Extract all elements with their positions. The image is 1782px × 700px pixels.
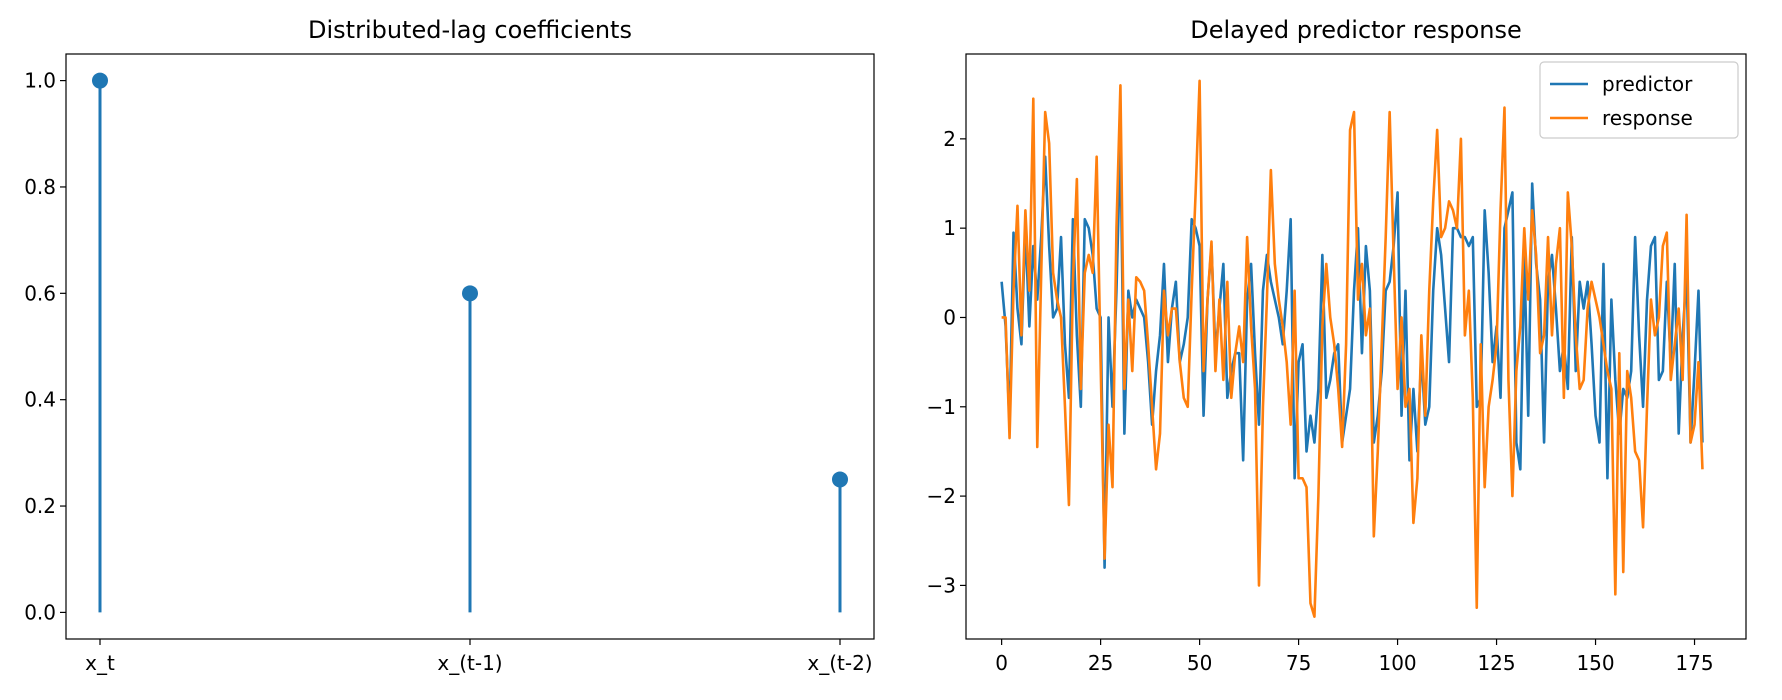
y-tick-label: 0.0 [24, 600, 56, 624]
x-tick-label: x_t [85, 651, 115, 675]
line-chart: Delayed predictor response 0 25 50 75 100 125 1… [927, 16, 1747, 675]
legend-label-response: response [1602, 106, 1693, 130]
legend-label-predictor: predictor [1602, 72, 1693, 96]
y-tick-label: 1.0 [24, 69, 56, 93]
x-tick-label: 50 [1187, 651, 1212, 675]
series-line-response [1001, 79, 1704, 618]
x-tick-label: 175 [1675, 651, 1713, 675]
chart-title: Distributed-lag coefficients [308, 16, 632, 44]
x-tick-label: 150 [1576, 651, 1614, 675]
y-tick-label: 0.6 [24, 281, 56, 305]
y-tick-label: −1 [927, 395, 956, 419]
y-tick-label: 0.2 [24, 494, 56, 518]
y-tick-label: 0 [943, 305, 956, 329]
stem-marker [92, 72, 108, 89]
series-line-predictor [1000, 137, 1704, 569]
chart-title: Delayed predictor response [1190, 16, 1522, 44]
y-tick-label: 0.4 [24, 388, 56, 412]
x-tick-label: 0 [995, 651, 1008, 675]
y-tick-label: 1 [943, 216, 956, 240]
x-tick-label: 100 [1378, 651, 1416, 675]
x-tick-label: 25 [1088, 651, 1113, 675]
x-tick-label: 125 [1477, 651, 1515, 675]
x-tick-label: x_(t-2) [807, 651, 872, 675]
stem-marker [832, 471, 848, 488]
y-tick-label: 0.8 [24, 175, 56, 199]
y-tick-label: −2 [927, 484, 956, 508]
legend: predictor response [1539, 61, 1739, 139]
legend-box [1539, 61, 1739, 139]
x-tick-label: 75 [1286, 651, 1311, 675]
stem-marker [462, 285, 478, 302]
x-tick-label: x_(t-1) [437, 651, 502, 675]
y-tick-label: −3 [927, 573, 956, 597]
axes-frame [965, 53, 1747, 640]
y-tick-label: 2 [943, 127, 956, 151]
stem-chart: Distributed-lag coefficients 0.0 0.2 0.4 0.6… [24, 16, 875, 675]
axes-frame [65, 53, 875, 640]
